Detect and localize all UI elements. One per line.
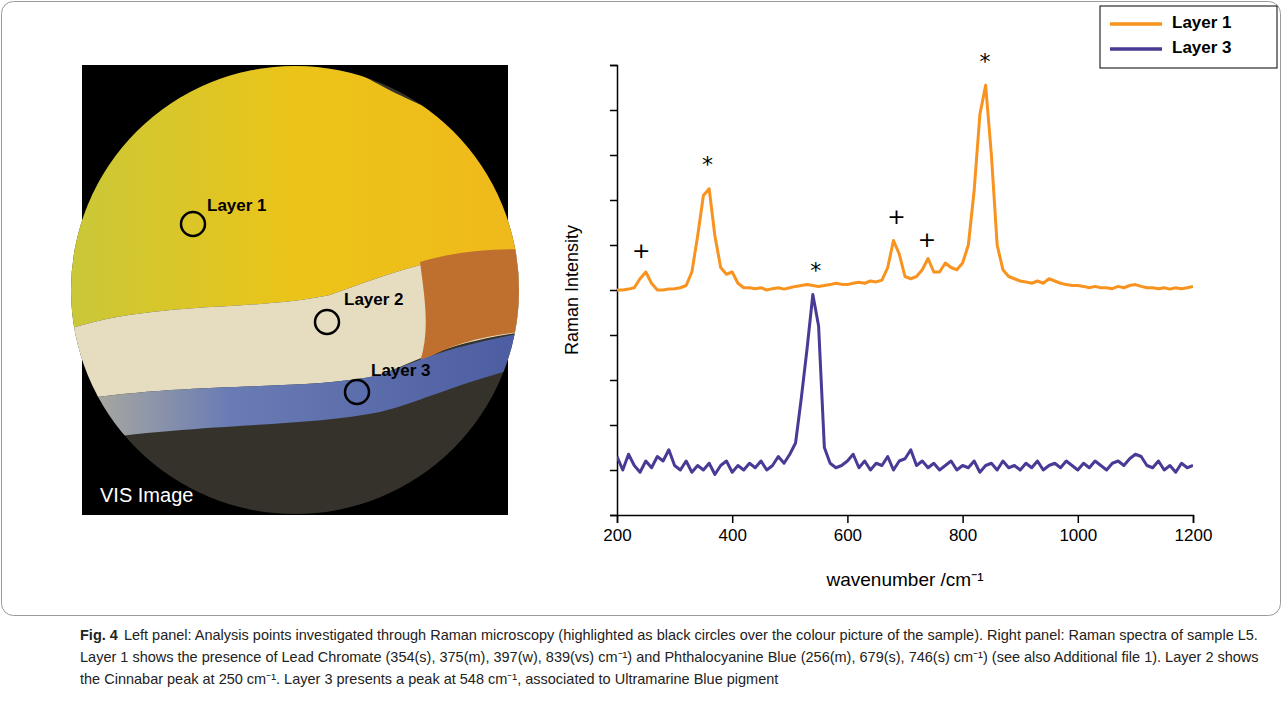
x-tick-label: 400 <box>719 526 747 545</box>
y-tick-mark <box>610 155 617 157</box>
y-tick-mark <box>610 380 617 382</box>
analysis-point <box>315 310 339 334</box>
x-tick: 800 <box>949 515 977 545</box>
plot-area <box>617 85 1193 474</box>
x-axis-line <box>618 516 1194 524</box>
y-tick <box>610 245 617 246</box>
y-axis-title: Raman Intensity <box>562 225 582 355</box>
image-caption: VIS Image <box>100 484 193 506</box>
analysis-label: Layer 2 <box>344 290 404 309</box>
peak-marker: + <box>887 204 905 229</box>
spectrum-line <box>617 295 1193 475</box>
peak-marker: + <box>632 238 650 263</box>
x-tick-label: 800 <box>949 526 977 545</box>
y-tick <box>610 425 617 426</box>
legend-swatch <box>1110 22 1162 26</box>
x-tick-mark <box>847 515 849 523</box>
x-tick-mark <box>962 515 964 523</box>
y-tick-mark <box>610 425 617 427</box>
x-tick: 1000 <box>1059 515 1097 545</box>
figure-caption: Fig. 4Left panel: Analysis points invest… <box>80 624 1270 690</box>
analysis-label: Layer 3 <box>371 361 431 380</box>
legend-swatch <box>1110 47 1162 51</box>
caption-text: Left panel: Analysis points investigated… <box>80 627 1259 687</box>
caption-label: Fig. 4 <box>80 627 118 643</box>
x-axis-title: wavenumber /cm⁻¹ <box>826 569 984 590</box>
peak-marker: + <box>918 227 936 252</box>
x-tick: 1200 <box>1175 515 1213 545</box>
analysis-point <box>181 212 205 236</box>
figure-frame <box>2 2 1281 616</box>
peak-marker: * <box>810 258 821 283</box>
y-tick <box>610 200 617 201</box>
x-tick-label: 600 <box>834 526 862 545</box>
y-tick <box>610 470 617 471</box>
x-tick-mark <box>732 515 734 523</box>
x-tick-label: 200 <box>603 526 631 545</box>
y-tick <box>610 110 617 111</box>
annotations: + * + + * * <box>632 49 991 283</box>
x-tick: 600 <box>834 515 862 545</box>
y-axis <box>610 66 618 516</box>
legend: Layer 1 Layer 3 <box>1100 6 1277 68</box>
y-axis-line <box>610 66 618 516</box>
x-tick-label: 1200 <box>1175 526 1213 545</box>
photo-blue-layer <box>60 330 540 444</box>
sample-image: Layer 1 Layer 2 Layer 3 VIS Image <box>60 60 540 530</box>
y-tick <box>610 155 617 156</box>
y-tick <box>610 65 617 66</box>
y-tick-mark <box>610 470 617 472</box>
legend-label: Layer 1 <box>1172 13 1232 32</box>
y-tick <box>610 335 617 336</box>
peak-marker: * <box>702 152 713 177</box>
analysis-label: Layer 1 <box>207 196 267 215</box>
y-tick-mark <box>610 110 617 112</box>
y-tick-mark <box>610 200 617 202</box>
y-tick-mark <box>610 335 617 337</box>
legend-label: Layer 3 <box>1172 38 1232 57</box>
y-tick <box>610 380 617 381</box>
analysis-point <box>345 380 369 404</box>
y-tick-mark <box>610 290 617 292</box>
x-tick: 200 <box>603 515 631 545</box>
y-tick-mark <box>610 515 617 517</box>
x-tick-label: 1000 <box>1059 526 1097 545</box>
photo-dark <box>60 60 540 530</box>
y-tick <box>610 515 617 516</box>
y-tick-mark <box>610 245 617 247</box>
x-tick-mark <box>1193 515 1195 523</box>
x-tick-mark <box>1078 515 1080 523</box>
y-tick <box>610 290 617 291</box>
x-axis: 200 400 600 800 1000 1200 <box>603 515 1212 545</box>
x-tick: 400 <box>719 515 747 545</box>
spectrum-line <box>617 85 1193 290</box>
legend-box <box>1100 6 1277 68</box>
y-tick-mark <box>610 65 617 67</box>
peak-marker: * <box>980 49 991 74</box>
